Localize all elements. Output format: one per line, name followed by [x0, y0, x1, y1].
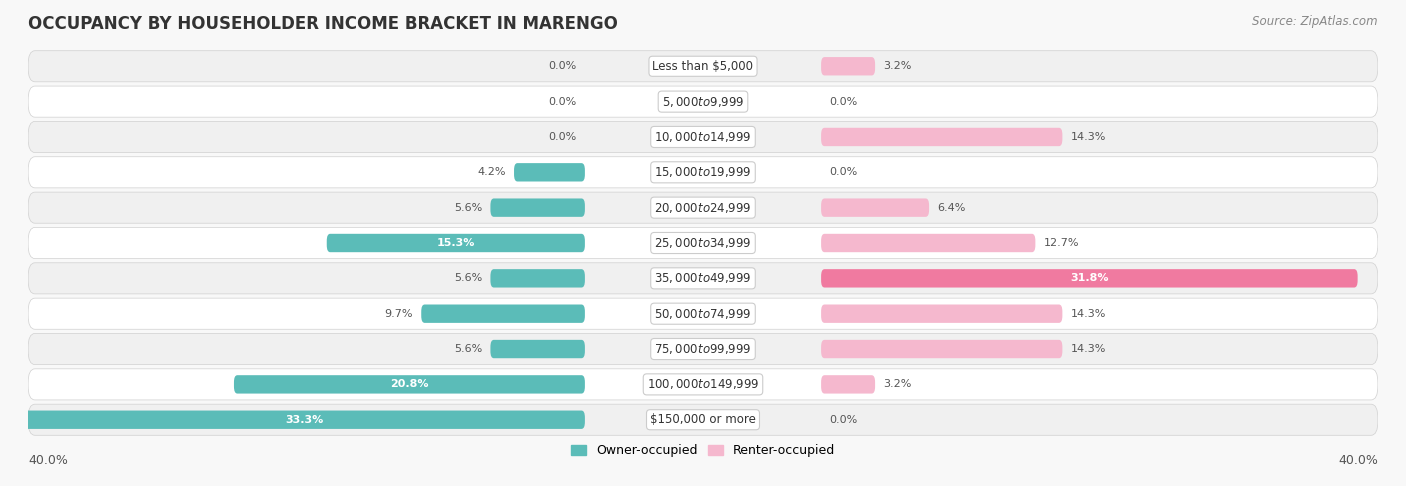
Text: $20,000 to $24,999: $20,000 to $24,999 [654, 201, 752, 215]
Text: 0.0%: 0.0% [548, 132, 576, 142]
FancyBboxPatch shape [28, 122, 1378, 153]
FancyBboxPatch shape [22, 411, 585, 429]
Text: 20.8%: 20.8% [391, 380, 429, 389]
FancyBboxPatch shape [28, 192, 1378, 223]
Text: 5.6%: 5.6% [454, 344, 482, 354]
FancyBboxPatch shape [515, 163, 585, 181]
Text: $75,000 to $99,999: $75,000 to $99,999 [654, 342, 752, 356]
FancyBboxPatch shape [28, 157, 1378, 188]
FancyBboxPatch shape [28, 263, 1378, 294]
FancyBboxPatch shape [28, 51, 1378, 82]
Text: $25,000 to $34,999: $25,000 to $34,999 [654, 236, 752, 250]
Text: 3.2%: 3.2% [883, 380, 912, 389]
Text: $5,000 to $9,999: $5,000 to $9,999 [662, 95, 744, 108]
Text: 4.2%: 4.2% [477, 167, 506, 177]
FancyBboxPatch shape [233, 375, 585, 394]
Text: Less than $5,000: Less than $5,000 [652, 60, 754, 73]
Text: 33.3%: 33.3% [285, 415, 323, 425]
Text: 0.0%: 0.0% [830, 97, 858, 106]
FancyBboxPatch shape [422, 305, 585, 323]
Text: 14.3%: 14.3% [1071, 309, 1107, 319]
Text: 40.0%: 40.0% [1339, 453, 1378, 467]
Text: $100,000 to $149,999: $100,000 to $149,999 [647, 378, 759, 391]
FancyBboxPatch shape [28, 227, 1378, 259]
FancyBboxPatch shape [491, 269, 585, 288]
FancyBboxPatch shape [326, 234, 585, 252]
FancyBboxPatch shape [28, 298, 1378, 329]
FancyBboxPatch shape [821, 57, 875, 75]
Text: 3.2%: 3.2% [883, 61, 912, 71]
FancyBboxPatch shape [28, 369, 1378, 400]
Text: 0.0%: 0.0% [830, 167, 858, 177]
FancyBboxPatch shape [821, 305, 1063, 323]
Text: $150,000 or more: $150,000 or more [650, 413, 756, 426]
FancyBboxPatch shape [28, 86, 1378, 117]
Legend: Owner-occupied, Renter-occupied: Owner-occupied, Renter-occupied [567, 439, 839, 462]
Text: 0.0%: 0.0% [548, 61, 576, 71]
Text: 12.7%: 12.7% [1043, 238, 1080, 248]
Text: $10,000 to $14,999: $10,000 to $14,999 [654, 130, 752, 144]
Text: OCCUPANCY BY HOUSEHOLDER INCOME BRACKET IN MARENGO: OCCUPANCY BY HOUSEHOLDER INCOME BRACKET … [28, 15, 619, 33]
FancyBboxPatch shape [491, 198, 585, 217]
FancyBboxPatch shape [821, 375, 875, 394]
FancyBboxPatch shape [821, 269, 1358, 288]
FancyBboxPatch shape [821, 128, 1063, 146]
Text: 14.3%: 14.3% [1071, 344, 1107, 354]
Text: Source: ZipAtlas.com: Source: ZipAtlas.com [1253, 15, 1378, 28]
Text: 31.8%: 31.8% [1070, 273, 1108, 283]
Text: $15,000 to $19,999: $15,000 to $19,999 [654, 165, 752, 179]
FancyBboxPatch shape [821, 234, 1035, 252]
Text: 15.3%: 15.3% [437, 238, 475, 248]
FancyBboxPatch shape [491, 340, 585, 358]
Text: 9.7%: 9.7% [384, 309, 413, 319]
FancyBboxPatch shape [28, 333, 1378, 364]
Text: 5.6%: 5.6% [454, 203, 482, 213]
FancyBboxPatch shape [821, 198, 929, 217]
Text: 0.0%: 0.0% [548, 97, 576, 106]
Text: 0.0%: 0.0% [830, 415, 858, 425]
FancyBboxPatch shape [821, 340, 1063, 358]
Text: 14.3%: 14.3% [1071, 132, 1107, 142]
Text: $50,000 to $74,999: $50,000 to $74,999 [654, 307, 752, 321]
Text: 6.4%: 6.4% [938, 203, 966, 213]
Text: $35,000 to $49,999: $35,000 to $49,999 [654, 271, 752, 285]
Text: 40.0%: 40.0% [28, 453, 67, 467]
FancyBboxPatch shape [28, 404, 1378, 435]
Text: 5.6%: 5.6% [454, 273, 482, 283]
